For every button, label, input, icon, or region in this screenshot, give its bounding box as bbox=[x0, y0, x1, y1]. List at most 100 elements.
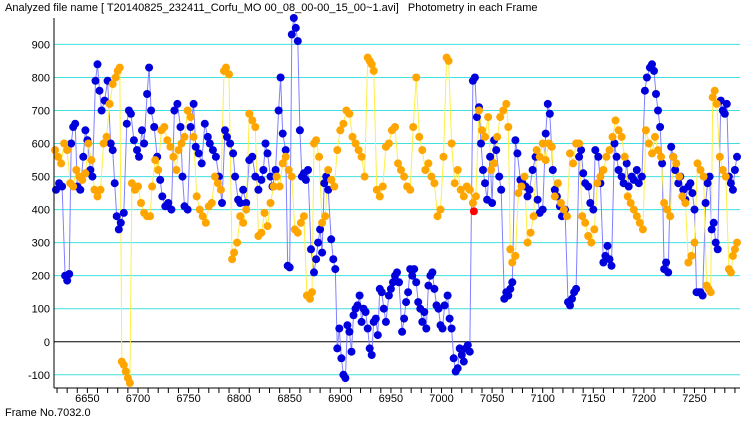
data-point-b bbox=[456, 185, 465, 194]
data-point-b bbox=[660, 199, 669, 207]
data-point-a bbox=[345, 327, 354, 336]
y-tick-label: 200 bbox=[32, 271, 50, 283]
data-point-a bbox=[605, 255, 614, 264]
data-point-a bbox=[402, 298, 411, 307]
data-point-b bbox=[690, 238, 699, 247]
data-point-b bbox=[499, 106, 508, 115]
data-point-b bbox=[415, 132, 424, 141]
data-point-b bbox=[391, 123, 399, 131]
data-point-a bbox=[652, 90, 660, 98]
data-point-a bbox=[205, 139, 214, 148]
title-bar: Analyzed file name [ T20140825_232411_Co… bbox=[5, 2, 538, 14]
data-point-b bbox=[696, 166, 705, 174]
data-point-a bbox=[412, 278, 421, 287]
data-point-a bbox=[455, 344, 464, 353]
data-point-a bbox=[281, 146, 290, 155]
data-point-a bbox=[538, 205, 547, 214]
data-point-a bbox=[327, 235, 336, 244]
data-point-b bbox=[360, 172, 369, 181]
data-point-b bbox=[447, 139, 456, 148]
data-point-a bbox=[114, 225, 123, 234]
y-tick-label: 300 bbox=[32, 238, 50, 250]
data-point-a bbox=[88, 172, 97, 181]
data-point-b bbox=[127, 179, 136, 188]
data-point-b bbox=[687, 251, 696, 260]
data-point-b bbox=[233, 238, 242, 247]
data-point-a bbox=[703, 179, 712, 188]
data-point-a bbox=[301, 175, 310, 184]
series-line-a bbox=[55, 17, 738, 380]
data-point-b bbox=[151, 156, 160, 165]
data-point-b bbox=[207, 199, 216, 207]
data-point-b bbox=[681, 199, 690, 207]
data-point-a bbox=[726, 179, 735, 188]
data-point-a bbox=[690, 205, 699, 214]
data-point-a bbox=[95, 86, 104, 95]
data-point-a bbox=[251, 172, 260, 181]
data-point-a bbox=[447, 324, 456, 333]
data-point-a bbox=[497, 185, 506, 194]
data-point-b bbox=[602, 152, 611, 161]
data-point-b bbox=[493, 132, 502, 141]
data-point-b bbox=[693, 159, 702, 168]
data-point-a bbox=[108, 146, 117, 155]
data-point-a bbox=[632, 166, 641, 174]
data-point-a bbox=[566, 301, 574, 310]
data-point-b bbox=[412, 73, 421, 82]
data-point-a bbox=[150, 123, 159, 131]
data-point-b bbox=[318, 218, 327, 227]
data-point-b bbox=[146, 212, 155, 221]
data-point-a bbox=[603, 241, 612, 250]
data-point-b bbox=[468, 199, 477, 207]
data-point-b bbox=[409, 123, 418, 131]
data-point-b bbox=[348, 132, 357, 141]
data-point-a bbox=[110, 179, 119, 188]
data-point-a bbox=[211, 152, 220, 161]
data-point-a bbox=[654, 106, 662, 115]
data-point-b bbox=[684, 258, 693, 267]
data-point-b bbox=[487, 166, 496, 174]
data-point-a bbox=[261, 139, 270, 148]
data-point-a bbox=[404, 288, 413, 297]
data-point-b bbox=[563, 212, 571, 221]
data-point-b bbox=[174, 146, 183, 155]
data-point-b bbox=[115, 63, 124, 72]
data-point-b bbox=[538, 139, 547, 148]
data-point-a bbox=[274, 106, 283, 115]
data-point-b bbox=[384, 139, 393, 148]
data-point-a bbox=[295, 126, 304, 135]
data-point-b bbox=[163, 136, 172, 145]
data-point-b bbox=[478, 126, 486, 135]
data-point-a bbox=[728, 185, 737, 194]
data-point-a bbox=[239, 185, 248, 194]
y-tick-label: 900 bbox=[32, 39, 50, 51]
data-point-a bbox=[400, 314, 409, 323]
data-point-b bbox=[160, 123, 169, 131]
data-point-b bbox=[192, 192, 201, 201]
data-point-a bbox=[341, 374, 350, 383]
data-point-a bbox=[324, 185, 333, 194]
data-point-a bbox=[720, 109, 729, 118]
data-point-b bbox=[242, 205, 251, 214]
data-point-b bbox=[710, 86, 719, 95]
data-point-a bbox=[164, 199, 173, 207]
data-point-a bbox=[278, 129, 287, 138]
data-point-a bbox=[333, 344, 342, 353]
data-point-b bbox=[394, 159, 402, 168]
data-point-b bbox=[69, 182, 78, 191]
data-point-a bbox=[465, 347, 474, 356]
data-point-a bbox=[709, 218, 718, 227]
data-point-b bbox=[357, 152, 366, 161]
data-point-a bbox=[106, 139, 115, 148]
x-tick-label: 7000 bbox=[429, 393, 453, 405]
data-point-b bbox=[327, 175, 336, 184]
data-point-a bbox=[698, 291, 707, 300]
data-point-b bbox=[635, 218, 644, 227]
data-point-a bbox=[614, 166, 623, 174]
data-point-b bbox=[272, 172, 281, 181]
x-tick-label: 6800 bbox=[227, 393, 251, 405]
data-point-a bbox=[178, 172, 187, 181]
y-tick-label: -100 bbox=[28, 370, 50, 382]
data-point-b bbox=[566, 149, 574, 158]
